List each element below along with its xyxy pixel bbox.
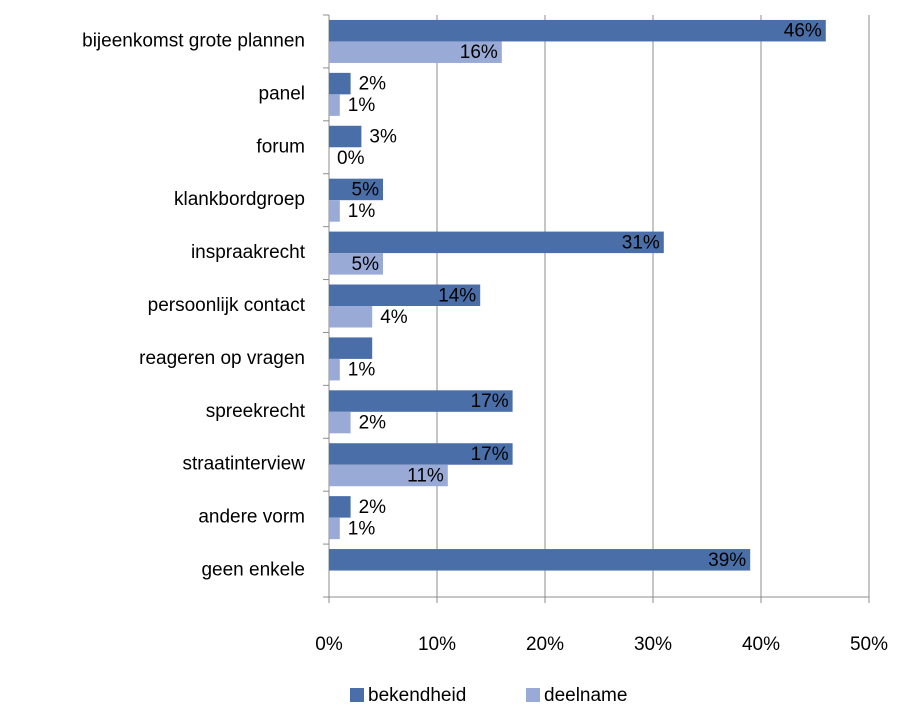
bar (329, 94, 340, 116)
bar (329, 178, 383, 201)
bar (329, 464, 448, 487)
y-tick-label: spreekrecht (206, 401, 306, 422)
data-label: 14% (438, 285, 476, 306)
y-tick-label: andere vorm (198, 507, 305, 528)
bar (329, 496, 351, 518)
bar (329, 390, 513, 412)
bar (329, 41, 502, 63)
x-tick-label: 20% (526, 634, 564, 655)
data-label: 31% (622, 232, 660, 253)
bar (329, 125, 362, 148)
bar (329, 443, 513, 465)
data-label: 5% (352, 179, 380, 200)
bar (329, 306, 373, 328)
y-tick-label: straatinterview (183, 454, 306, 475)
data-label: 16% (460, 42, 498, 63)
x-tick-label: 40% (742, 634, 780, 655)
bar (329, 358, 340, 381)
data-label: 1% (348, 518, 376, 539)
y-tick-label: persoonlijk contact (148, 295, 306, 316)
data-label: 3% (369, 127, 397, 148)
data-label: 17% (471, 444, 509, 465)
x-tick-label: 10% (418, 634, 456, 655)
data-label: 2% (359, 497, 387, 518)
bar (329, 549, 751, 571)
y-tick-label: reageren op vragen (139, 348, 305, 369)
y-tick-label: geen enkele (201, 560, 305, 581)
x-tick-label: 30% (634, 634, 672, 655)
legend-label: bekendheid (368, 685, 466, 706)
bar (329, 231, 664, 254)
data-label: 39% (708, 550, 746, 571)
bar (329, 337, 373, 359)
bar (329, 200, 340, 222)
y-tick-label: panel (259, 83, 306, 104)
data-label: 1% (348, 95, 376, 116)
data-label: 1% (348, 360, 376, 381)
bar (329, 72, 351, 95)
y-tick-label: inspraakrecht (191, 242, 306, 263)
data-label: 11% (407, 465, 444, 486)
x-tick-label: 50% (850, 634, 888, 655)
data-label: 0% (337, 148, 365, 169)
bar (329, 284, 481, 306)
bar (329, 19, 826, 42)
y-tick-label: bijeenkomst grote plannen (82, 30, 305, 51)
legend-label: deelname (544, 685, 627, 706)
data-label: 5% (352, 254, 380, 275)
data-label: 2% (359, 74, 387, 95)
legend-swatch (350, 688, 364, 702)
data-label: 4% (380, 307, 408, 328)
legend-swatch (526, 688, 540, 702)
data-label: 46% (784, 21, 822, 42)
bar (329, 411, 351, 434)
bar (329, 253, 383, 275)
data-label: 17% (471, 391, 509, 412)
y-tick-label: klankbordgroep (174, 189, 305, 210)
data-label: 2% (359, 413, 387, 434)
data-label: 1% (348, 201, 376, 222)
bar (329, 517, 340, 540)
x-tick-label: 0% (315, 634, 343, 655)
y-tick-label: forum (256, 136, 305, 157)
